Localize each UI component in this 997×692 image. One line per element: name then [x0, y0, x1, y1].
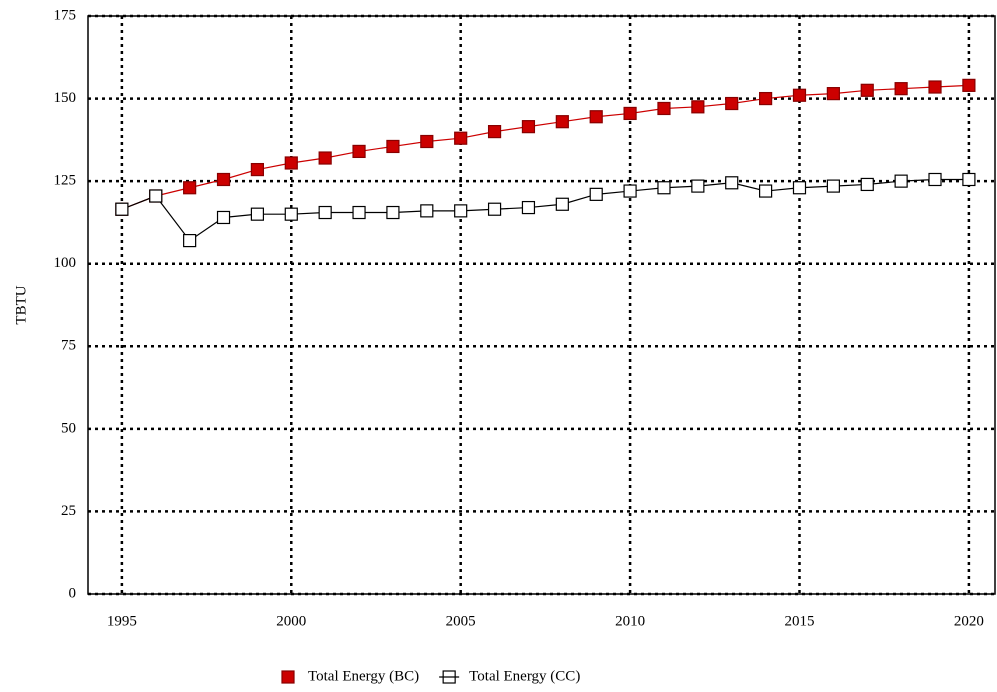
- data-point: [860, 177, 874, 192]
- data-point: [657, 101, 671, 116]
- data-point: [894, 82, 908, 96]
- data-point: [454, 204, 468, 218]
- data-point: [725, 176, 739, 190]
- y-tick-label: 150: [54, 90, 77, 106]
- y-tick-label: 75: [61, 338, 76, 354]
- data-point: [623, 184, 637, 198]
- data-point: [216, 172, 231, 187]
- legend-marker: [281, 670, 295, 684]
- data-point: [928, 80, 942, 94]
- y-tick-label: 175: [54, 7, 77, 23]
- data-point: [386, 205, 400, 220]
- data-point: [691, 100, 705, 114]
- data-point: [623, 106, 637, 121]
- data-point: [860, 83, 874, 97]
- data-point: [250, 162, 265, 177]
- data-point: [657, 181, 671, 195]
- y-tick-label: 125: [54, 173, 77, 189]
- data-point: [183, 233, 197, 248]
- data-point: [115, 202, 129, 216]
- data-point: [759, 184, 773, 198]
- x-tick-label: 2000: [276, 613, 306, 629]
- data-point: [454, 131, 468, 145]
- data-point: [962, 172, 976, 187]
- data-point: [183, 181, 197, 195]
- data-point: [420, 204, 434, 218]
- x-tick-label: 2015: [784, 613, 814, 629]
- data-point: [352, 205, 366, 220]
- data-point: [487, 124, 502, 139]
- data-point: [826, 179, 840, 193]
- data-point: [589, 110, 603, 124]
- data-point: [555, 115, 569, 129]
- y-tick-label: 0: [69, 585, 77, 601]
- data-point: [386, 139, 400, 154]
- y-tick-label: 100: [54, 255, 77, 271]
- data-point: [352, 144, 366, 159]
- data-point: [284, 156, 298, 170]
- data-point: [149, 189, 163, 203]
- data-point: [928, 172, 942, 187]
- data-point: [521, 120, 536, 134]
- y-tick-label: 50: [61, 420, 76, 436]
- legend-label: Total Energy (BC): [308, 668, 419, 684]
- data-point: [894, 174, 908, 188]
- data-point: [318, 205, 332, 220]
- data-point: [555, 197, 569, 211]
- legend-label: Total Energy (CC): [469, 668, 580, 684]
- x-tick-label: 2010: [615, 613, 645, 629]
- data-point: [826, 87, 840, 101]
- data-point: [318, 151, 332, 165]
- data-point: [250, 207, 265, 221]
- data-point: [589, 187, 603, 201]
- data-point: [521, 200, 536, 215]
- data-point: [759, 91, 773, 106]
- data-point: [792, 88, 807, 102]
- x-tick-label: 1995: [107, 613, 137, 629]
- data-point: [420, 134, 434, 149]
- data-point: [487, 202, 502, 216]
- x-tick-label: 2005: [446, 613, 476, 629]
- data-point: [691, 179, 705, 193]
- data-point: [725, 96, 739, 111]
- data-point: [792, 181, 807, 195]
- data-point: [962, 78, 976, 92]
- plot-frame: [87, 15, 996, 595]
- data-point: [284, 207, 298, 221]
- y-tick-label: 25: [61, 503, 76, 519]
- data-point: [216, 210, 231, 225]
- y-axis-label: TBTU: [13, 285, 29, 324]
- x-tick-label: 2020: [954, 613, 984, 629]
